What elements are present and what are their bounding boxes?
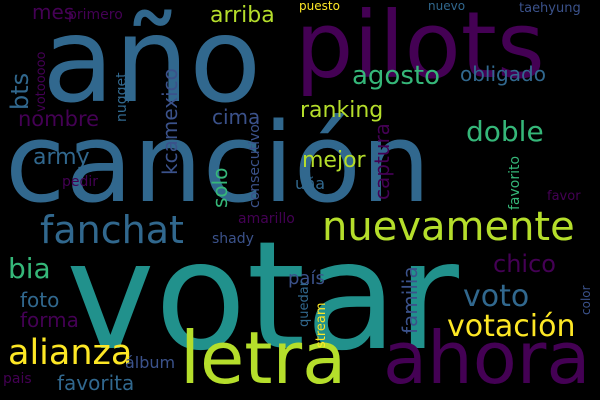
- word-color: color: [579, 285, 593, 315]
- word-nombre: nombre: [18, 107, 100, 131]
- word-una: uña: [295, 174, 326, 193]
- word-alianza: alianza: [8, 333, 133, 373]
- word-votar: votar: [66, 210, 459, 384]
- word-shady: shady: [212, 231, 254, 247]
- word-ano: año: [42, 0, 262, 129]
- word-nuevo: nuevo: [428, 0, 466, 13]
- word-mes: mes: [32, 0, 75, 24]
- word-kcamexico: kcamexico: [158, 68, 182, 175]
- word-ranking: ranking: [300, 98, 384, 123]
- word-chico: chico: [493, 250, 556, 278]
- word-bts: bts: [6, 72, 34, 110]
- word-obligado: obligado: [460, 62, 546, 86]
- word-votacion: votación: [447, 309, 576, 344]
- word-amarillo: amarillo: [238, 211, 295, 227]
- word-letra: letra: [180, 316, 347, 400]
- word-favorita: favorita: [57, 371, 135, 395]
- word-captura: captura: [370, 123, 394, 200]
- word-favorito: favorito: [507, 155, 523, 210]
- word-nugget: nugget: [114, 72, 130, 122]
- word-voto: voto: [463, 279, 530, 314]
- word-arriba: arriba: [210, 3, 275, 28]
- word-quedar: quedar: [297, 280, 312, 327]
- word-cima: cima: [212, 105, 261, 129]
- word-nuevamente: nuevamente: [322, 204, 575, 250]
- word-army: army: [33, 145, 90, 170]
- word-fanchat: fanchat: [40, 208, 184, 252]
- word-solo: solo: [208, 167, 232, 208]
- word-album: álbum: [125, 353, 176, 372]
- word-taehyung: taehyung: [519, 1, 581, 16]
- word-pedir: pedir: [62, 174, 99, 190]
- word-consecutivo: consecutivo: [247, 124, 263, 208]
- word-pais: pais: [3, 371, 32, 387]
- word-primero: primero: [68, 7, 123, 23]
- word-doble: doble: [466, 115, 544, 148]
- word-favor: favor: [547, 189, 581, 204]
- word-familia: familia: [398, 266, 422, 334]
- word-foto: foto: [20, 288, 60, 312]
- word-cancion: canción: [5, 99, 431, 227]
- word-agosto: agosto: [352, 61, 440, 91]
- word-mejor: mejor: [302, 148, 366, 173]
- word-ahora: ahora: [383, 316, 591, 400]
- word-puesto: puesto: [299, 0, 340, 13]
- word-pais-accent: país: [288, 268, 325, 289]
- word-stream: stream: [314, 302, 329, 348]
- word-votooooo: votooooo: [34, 51, 49, 112]
- word-forma: forma: [20, 308, 79, 332]
- word-bia: bia: [8, 252, 51, 285]
- word-pilots: pilots: [295, 0, 545, 99]
